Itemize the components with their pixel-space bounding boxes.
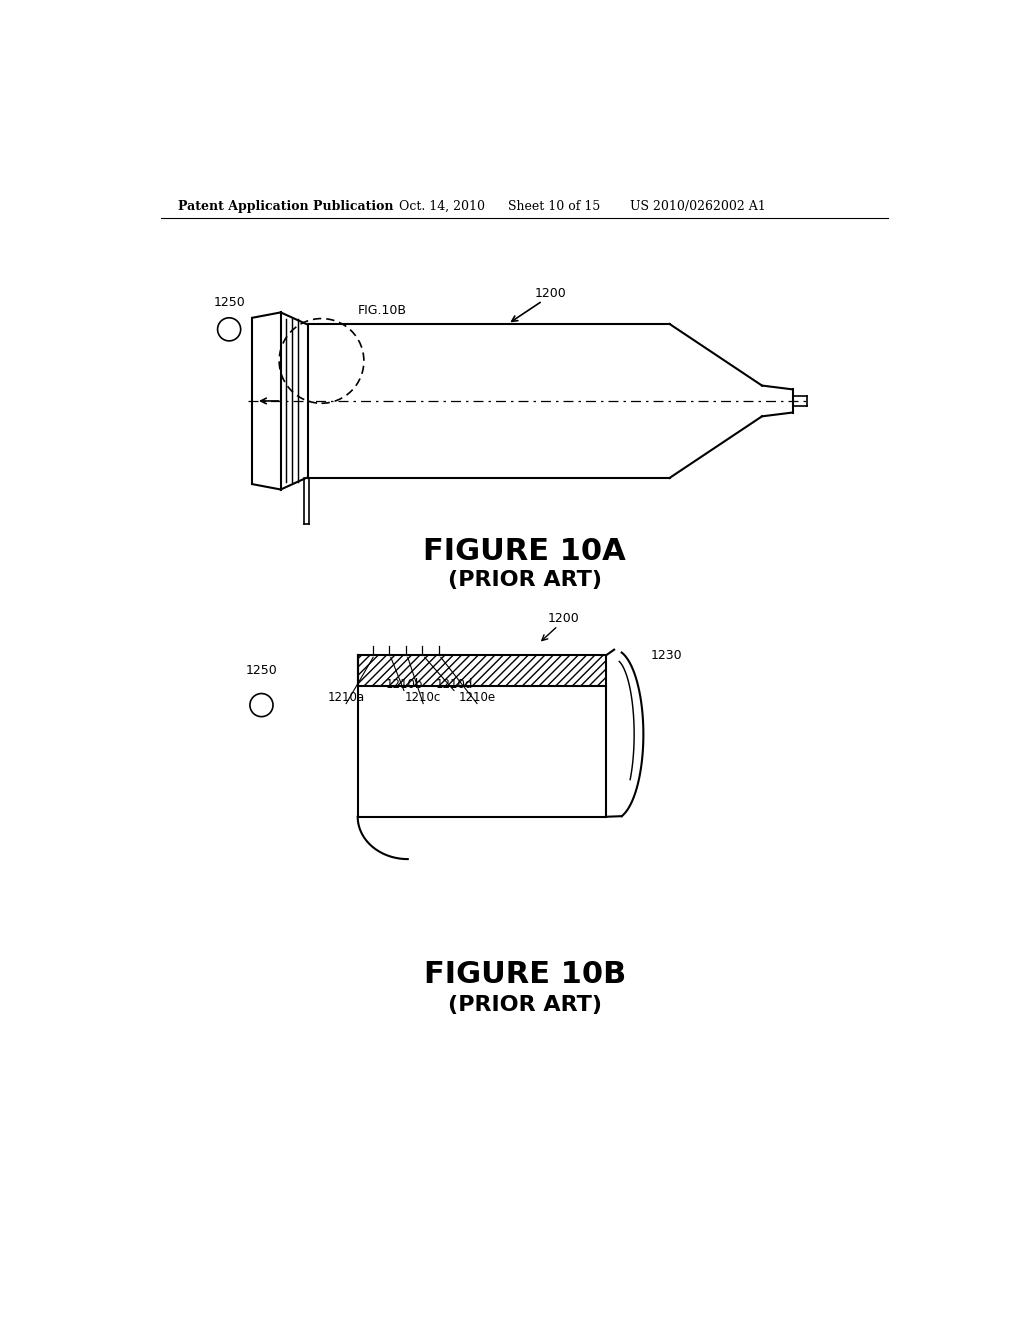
Text: Sheet 10 of 15: Sheet 10 of 15: [508, 199, 600, 213]
Text: 1230: 1230: [651, 648, 683, 661]
Text: FIGURE 10B: FIGURE 10B: [424, 960, 626, 989]
Text: FIGURE 10A: FIGURE 10A: [424, 537, 626, 565]
Text: 1250: 1250: [246, 664, 278, 677]
Text: 1200: 1200: [535, 286, 566, 300]
Text: (PRIOR ART): (PRIOR ART): [447, 570, 602, 590]
Text: 1210c: 1210c: [406, 690, 441, 704]
Text: 1210d: 1210d: [435, 677, 473, 690]
Text: FIG.10B: FIG.10B: [357, 305, 407, 317]
Text: 1210b: 1210b: [385, 677, 423, 690]
Text: (PRIOR ART): (PRIOR ART): [447, 995, 602, 1015]
Text: 1210e: 1210e: [459, 690, 496, 704]
Text: 1250: 1250: [213, 296, 245, 309]
Text: 1200: 1200: [548, 611, 580, 624]
Text: US 2010/0262002 A1: US 2010/0262002 A1: [630, 199, 765, 213]
Text: Oct. 14, 2010: Oct. 14, 2010: [398, 199, 484, 213]
Text: Patent Application Publication: Patent Application Publication: [178, 199, 394, 213]
Bar: [357, 655, 606, 686]
Text: 1210a: 1210a: [328, 690, 365, 704]
